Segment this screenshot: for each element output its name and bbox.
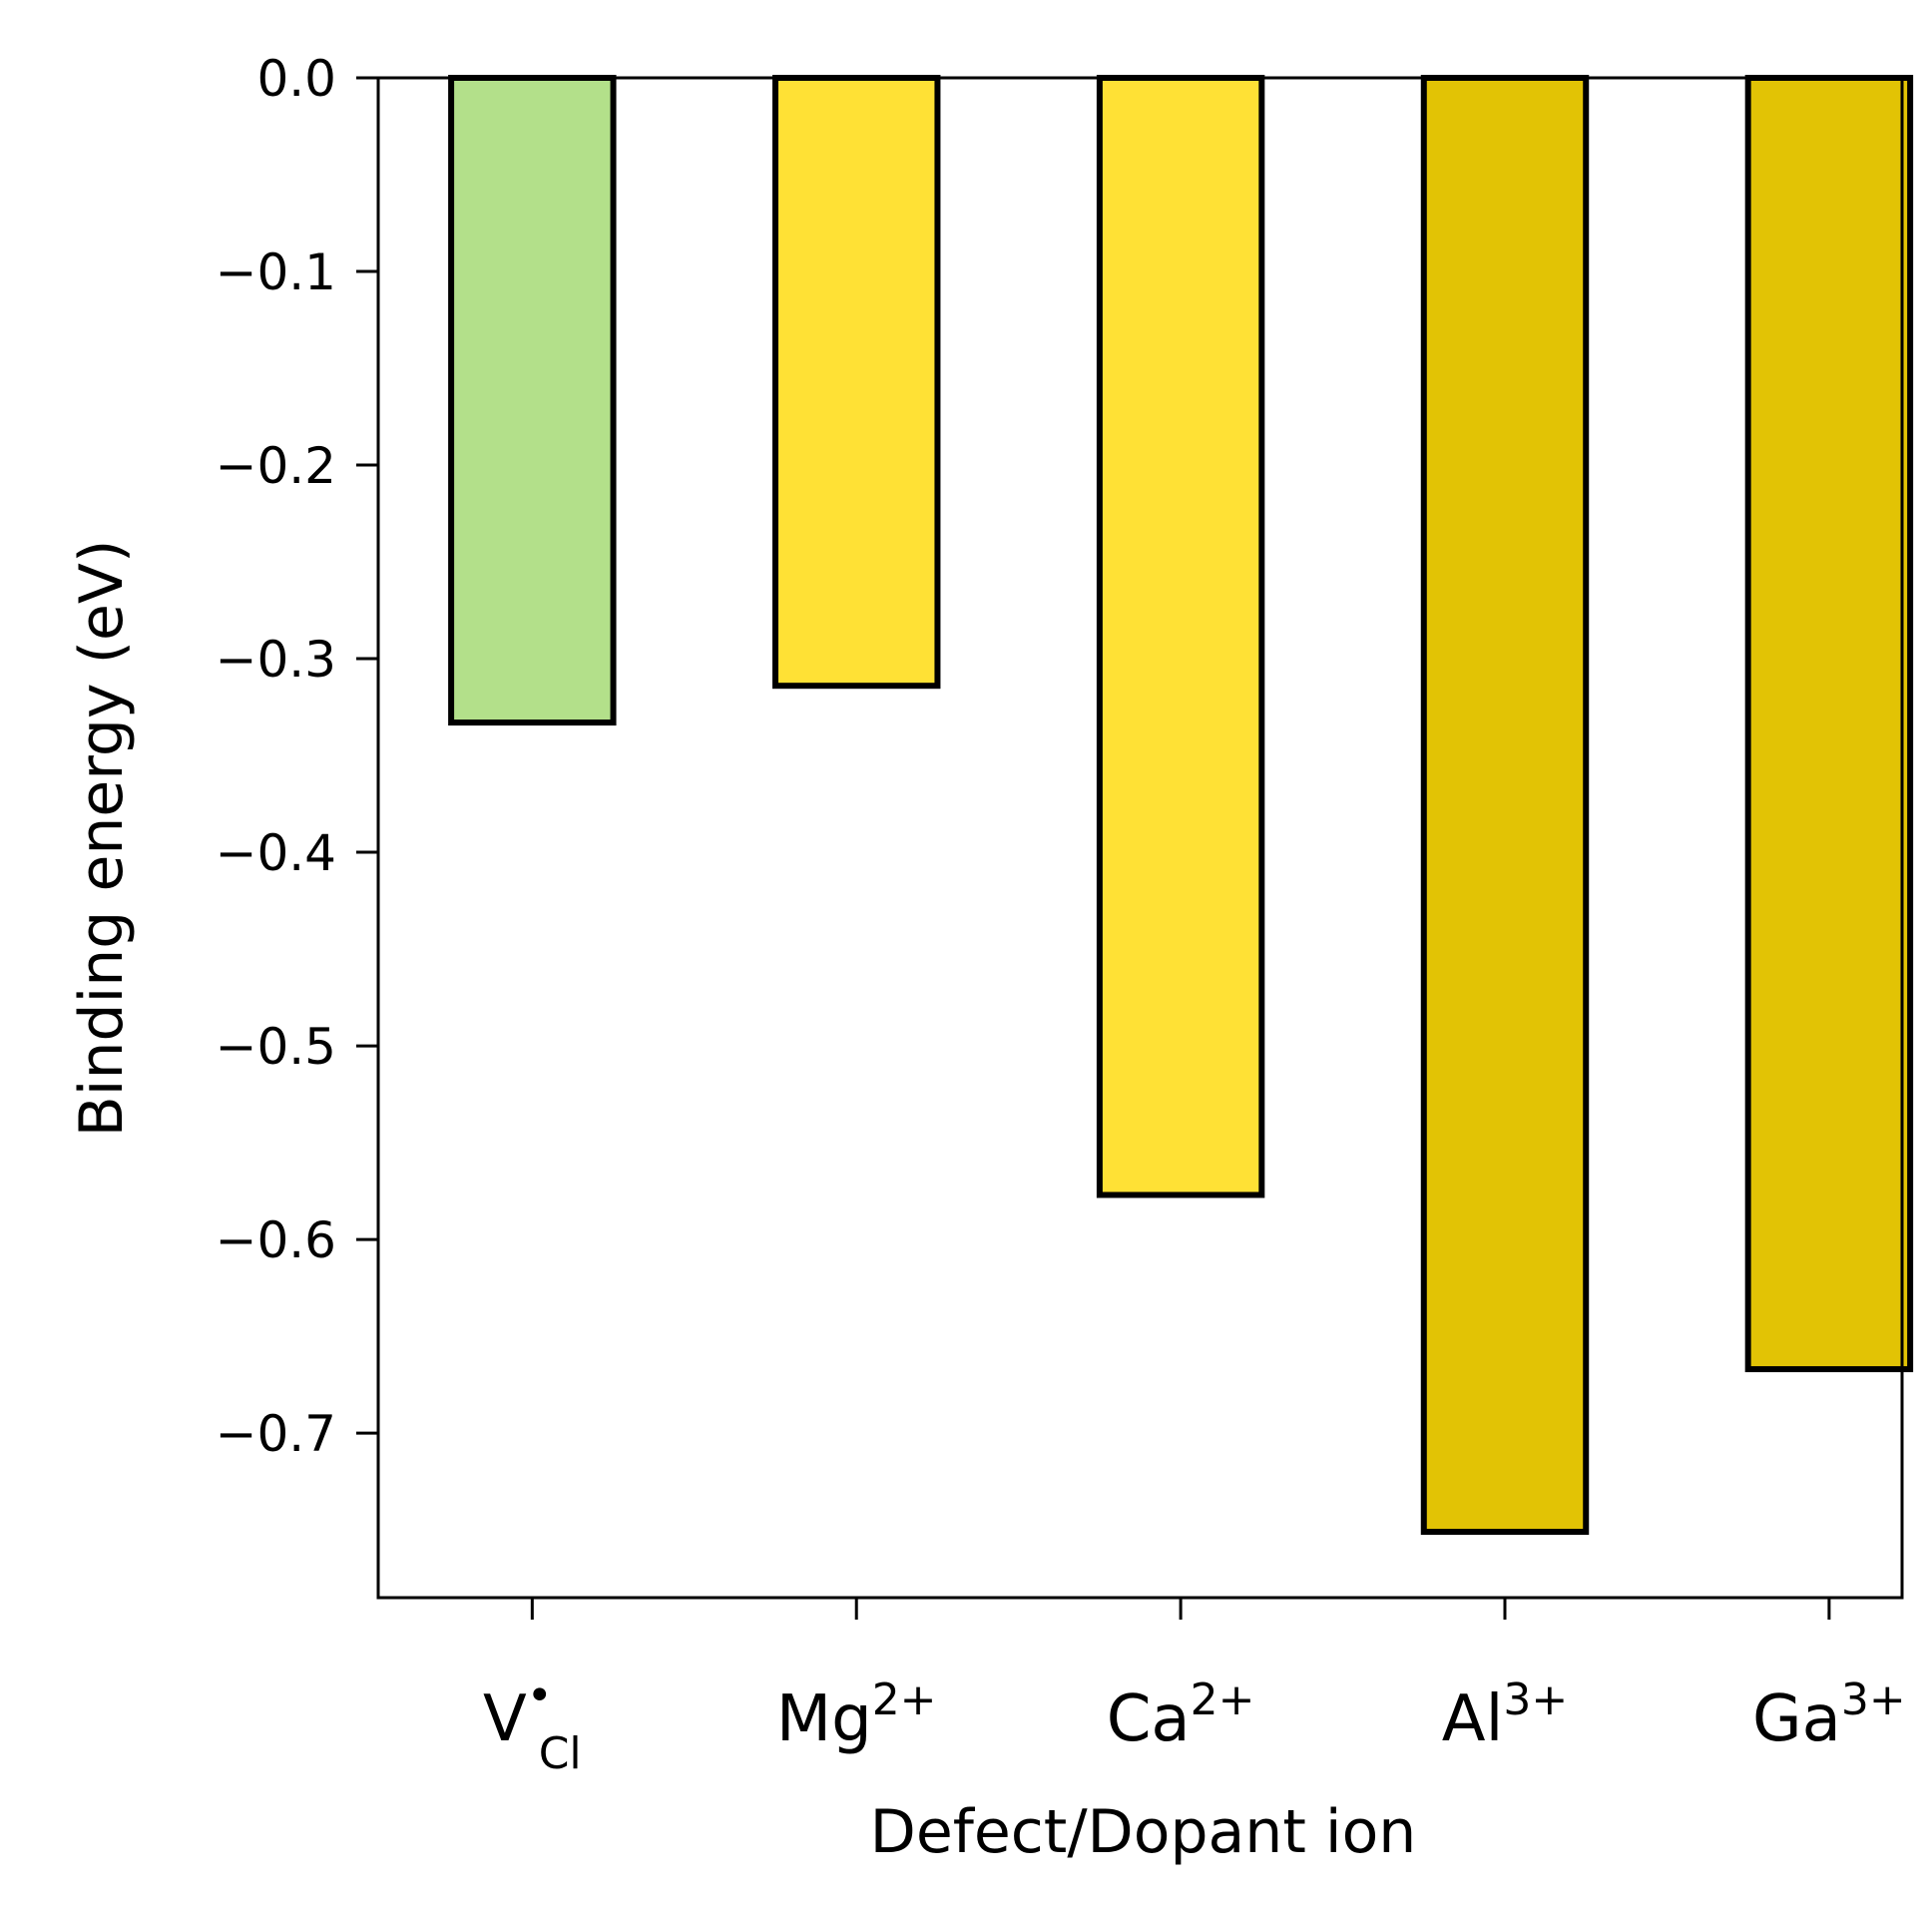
y-tick-label: −0.1 bbox=[216, 243, 336, 301]
bars-group bbox=[448, 75, 1914, 1536]
y-tick-label: −0.4 bbox=[216, 824, 336, 882]
x-tick-label: Mg2+ bbox=[776, 1674, 937, 1756]
x-axis-label: Defect/Dopant ion bbox=[870, 1797, 1417, 1867]
bar bbox=[448, 75, 617, 726]
x-tick-label: Ga3+ bbox=[1752, 1674, 1906, 1756]
y-tick-label: −0.2 bbox=[216, 437, 336, 495]
x-tick-label: Ca2+ bbox=[1107, 1674, 1255, 1756]
y-tick-label: −0.5 bbox=[216, 1018, 336, 1076]
bar bbox=[1096, 75, 1265, 1198]
plot-frame bbox=[376, 76, 1904, 1600]
y-tick-label: −0.7 bbox=[216, 1405, 336, 1463]
y-axis: 0.0 −0.1 −0.2 −0.3 −0.4 −0.5 −0.6 −0.7 bbox=[216, 50, 378, 1463]
bar bbox=[1744, 75, 1914, 1373]
y-tick-label: −0.3 bbox=[216, 631, 336, 689]
x-tick-label: V• Cl bbox=[483, 1670, 582, 1779]
bar bbox=[1420, 75, 1590, 1536]
bar bbox=[771, 75, 941, 690]
x-tick-label: Al3+ bbox=[1442, 1674, 1568, 1756]
y-tick-label: 0.0 bbox=[256, 50, 336, 108]
y-axis-label: Binding energy (eV) bbox=[67, 540, 137, 1138]
x-axis: V• Cl Mg2+ Ca2+ Al3+ Ga3+ bbox=[483, 1598, 1906, 1779]
y-tick-label: −0.6 bbox=[216, 1211, 336, 1269]
